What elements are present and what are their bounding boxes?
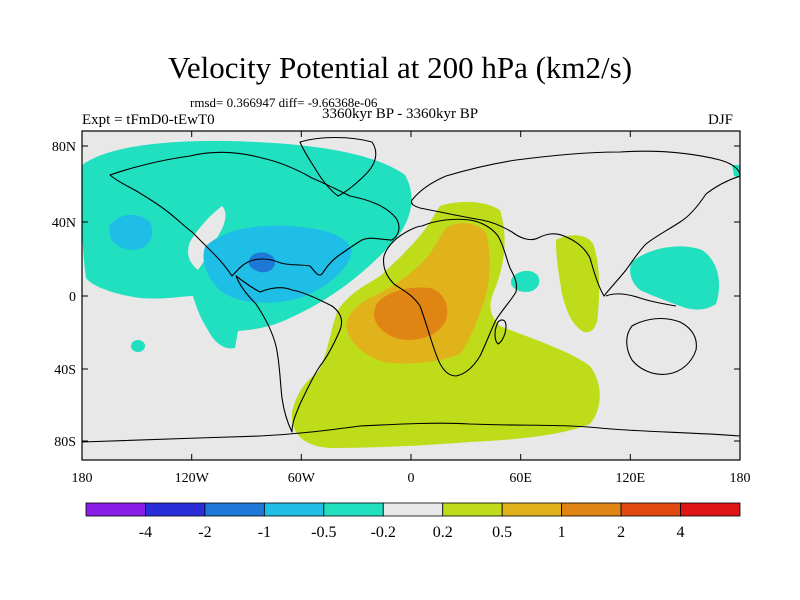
coastline-africa: [382, 218, 518, 377]
coastline-madagascar: [494, 319, 507, 345]
contour-pos-strong: [374, 287, 448, 340]
x-tick-label: 180: [730, 471, 751, 486]
colorbar-swatch: [680, 502, 741, 517]
season-label: DJF: [708, 112, 734, 128]
x-tick-label: 180: [72, 471, 93, 486]
coastline-indonesia: [605, 293, 677, 307]
colorbar-labels: -4 -2 -1 -0.5 -0.2 0.2 0.5 1 2 4: [139, 524, 685, 541]
axis-ticks: [81, 131, 741, 460]
coastline-eurasia: [410, 150, 740, 297]
colorbar-swatch: [620, 502, 681, 517]
x-tick-labels: 180 120W 60W 0 60E 120E 180: [72, 471, 751, 486]
contour-small-blob: [131, 340, 145, 352]
colorbar-label: -0.5: [311, 524, 336, 541]
x-tick-label: 60W: [288, 471, 316, 486]
contour-pos-weak-india: [556, 235, 600, 333]
colorbar-label: -0.2: [371, 524, 396, 541]
colorbar-label: 2: [617, 524, 625, 541]
colorbar: [85, 502, 741, 517]
y-tick-label: 0: [69, 290, 76, 305]
colorbar-swatch: [323, 502, 384, 517]
coastlines: [82, 137, 740, 443]
x-tick-label: 120W: [175, 471, 210, 486]
contour-neg-strong: [248, 252, 276, 273]
colorbar-label: 1: [558, 524, 566, 541]
colorbar-swatch: [145, 502, 206, 517]
x-tick-label: 60E: [509, 471, 532, 486]
contour-neg-mid-caribbean: [203, 225, 352, 303]
colorbar-label: -2: [198, 524, 211, 541]
contour-fills: [82, 137, 740, 448]
coastline-south-america: [235, 275, 343, 433]
colorbar-swatch: [501, 502, 563, 517]
coastline-north-america: [109, 151, 400, 277]
y-tick-label: 40N: [52, 216, 76, 231]
x-tick-label: 0: [408, 471, 415, 486]
contour-hole-pacific: [188, 206, 226, 270]
contour-neg-westpacific: [630, 246, 720, 310]
colorbar-label: 0.5: [492, 524, 512, 541]
coastline-greenland: [299, 137, 377, 197]
colorbar-swatch: [442, 502, 503, 517]
colorbar-swatch: [85, 502, 146, 517]
colorbar-label: 0.2: [433, 524, 453, 541]
contour-neg-indian-blob: [510, 270, 540, 292]
colorbar-swatch: [561, 502, 622, 517]
contour-neg-arctic-edge: [732, 165, 740, 178]
y-tick-label: 80S: [54, 435, 76, 450]
y-tick-label: 80N: [52, 140, 76, 155]
y-tick-labels: 80N 40N 0 40S 80S: [52, 140, 76, 450]
period-label: 3360kyr BP - 3360kyr BP: [322, 106, 479, 122]
colorbar-swatch: [204, 502, 265, 517]
contour-neg-mid-pacific: [109, 214, 153, 250]
colorbar-swatch: [382, 502, 444, 517]
colorbar-label: -1: [258, 524, 271, 541]
colorbar-label: 4: [677, 524, 685, 541]
colorbar-label: -4: [139, 524, 152, 541]
colorbar-swatch: [263, 502, 325, 517]
experiment-label: Expt = tFmD0-tEwT0: [82, 112, 215, 128]
y-tick-label: 40S: [54, 363, 76, 378]
rmsd-stats: rmsd= 0.366947 diff= -9.66368e-06: [190, 95, 378, 110]
coastline-australia: [626, 317, 697, 375]
map-title: Velocity Potential at 200 hPa (km2/s): [167, 50, 633, 85]
coastline-antarctica: [82, 422, 740, 443]
x-tick-label: 120E: [616, 471, 646, 486]
